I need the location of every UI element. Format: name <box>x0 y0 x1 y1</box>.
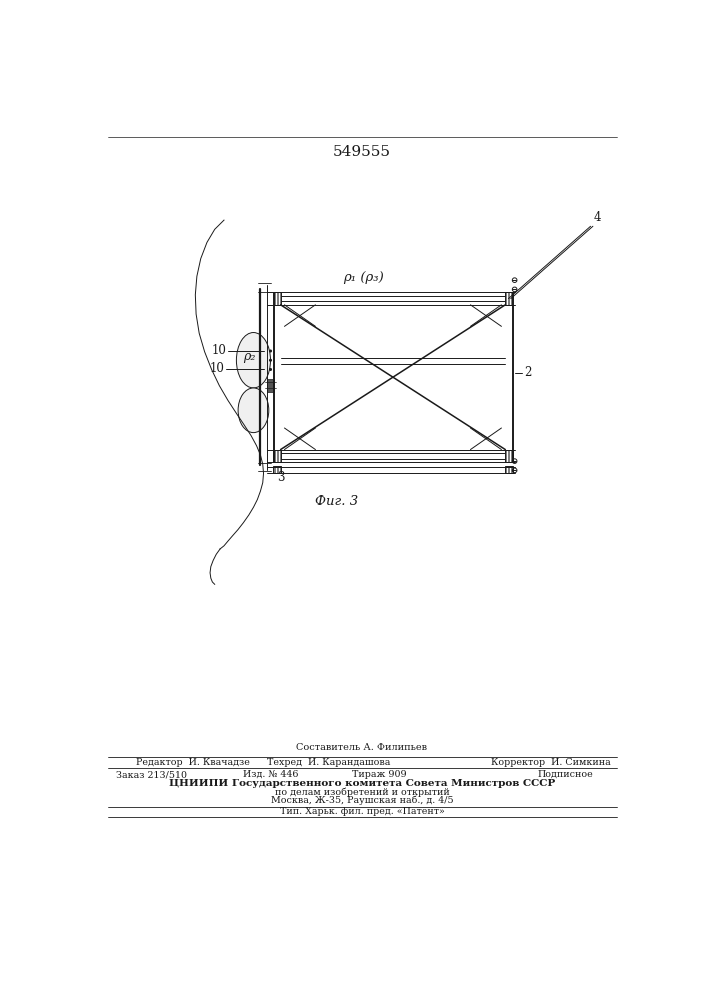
Bar <box>506 466 513 473</box>
Bar <box>506 450 513 462</box>
Text: ЦНИИПИ Государственного комитета Совета Министров СССР: ЦНИИПИ Государственного комитета Совета … <box>169 779 555 788</box>
Circle shape <box>269 359 272 362</box>
Bar <box>273 292 281 305</box>
Text: 4: 4 <box>594 211 601 224</box>
Ellipse shape <box>236 333 271 388</box>
Text: Тип. Харьк. фил. пред. «Патент»: Тип. Харьк. фил. пред. «Патент» <box>279 807 444 816</box>
Text: 2: 2 <box>524 366 531 379</box>
Text: по делам изобретений и открытий: по делам изобретений и открытий <box>274 787 450 797</box>
Text: 10: 10 <box>211 344 226 358</box>
Text: 3: 3 <box>277 471 284 484</box>
Bar <box>273 450 281 462</box>
Ellipse shape <box>238 388 269 433</box>
Text: Фиг. 3: Фиг. 3 <box>315 495 358 508</box>
Text: Подписное: Подписное <box>538 770 594 779</box>
Text: Редактор  И. Квачадзе: Редактор И. Квачадзе <box>136 758 250 767</box>
Text: 10: 10 <box>209 362 224 375</box>
Bar <box>267 379 274 392</box>
Text: Корректор  И. Симкина: Корректор И. Симкина <box>491 758 611 767</box>
Text: Тираж 909: Тираж 909 <box>352 770 407 779</box>
Circle shape <box>269 349 272 353</box>
Bar <box>506 292 513 305</box>
Text: Москва, Ж-35, Раушская наб., д. 4/5: Москва, Ж-35, Раушская наб., д. 4/5 <box>271 795 453 805</box>
Text: Заказ 213/510: Заказ 213/510 <box>115 770 187 779</box>
Circle shape <box>269 368 272 371</box>
Text: ρ₂: ρ₂ <box>243 350 256 363</box>
Text: Техред  И. Карандашова: Техред И. Карандашова <box>267 758 390 767</box>
Text: Составитель А. Филипьев: Составитель А. Филипьев <box>296 743 428 752</box>
Text: ρ₁ (ρ₃): ρ₁ (ρ₃) <box>343 271 384 284</box>
Text: Изд. № 446: Изд. № 446 <box>243 770 299 779</box>
Bar <box>273 466 281 473</box>
Text: 549555: 549555 <box>333 145 391 159</box>
